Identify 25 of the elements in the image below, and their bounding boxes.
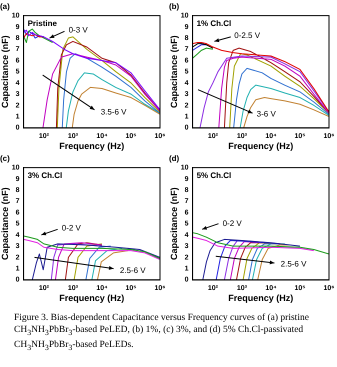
x-axis-title: Frequency (Hz) bbox=[228, 293, 294, 304]
y-axis-title: Capacitance (nF) bbox=[0, 35, 10, 108]
annotation: 2.5-6 V bbox=[120, 266, 146, 276]
annotation: 3-6 V bbox=[256, 110, 276, 119]
y-axis-title: Capacitance (nF) bbox=[168, 35, 179, 108]
text: Figure 3. Bias-dependent Capacitance versus Frequency curves of (a) pristine CH$_{3}$NH$_{3}$PbBr$_{3}$-based PeLED, (b) 1%, (c) 3%, and (d) 5% Ch.Cl-passivated CH$_{3}$NH$_{3}$PbBr$_{3}$-based PeLEDs. bbox=[14, 313, 309, 352]
chart-title: (a) bbox=[0, 2, 10, 12]
chart-title: (d) bbox=[169, 154, 180, 164]
text: 5% Ch.Cl bbox=[196, 170, 232, 180]
text: 1% Ch.Cl bbox=[196, 18, 232, 28]
x-axis-title: Frequency (Hz) bbox=[228, 141, 294, 152]
chart-title: (b) bbox=[169, 2, 180, 12]
x-axis-title: Frequency (Hz) bbox=[59, 141, 124, 152]
annotation: 3.5-6 V bbox=[100, 107, 128, 116]
annotation: 0-2 V bbox=[222, 218, 242, 228]
text: Pristine bbox=[28, 18, 58, 28]
annotation: 0-2 V bbox=[62, 223, 82, 232]
y-axis-title: Capacitance (nF) bbox=[0, 187, 10, 260]
annotation: 2.5-6 V bbox=[280, 259, 308, 268]
y-axis-title: Capacitance (nF) bbox=[168, 187, 179, 260]
text: 3% Ch.Cl bbox=[28, 170, 62, 180]
annotation: 0-2.5 V bbox=[234, 31, 261, 40]
x-axis-title: Frequency (Hz) bbox=[59, 293, 124, 304]
annotation: 0-3 V bbox=[68, 25, 88, 34]
chart-title: (c) bbox=[0, 154, 10, 164]
